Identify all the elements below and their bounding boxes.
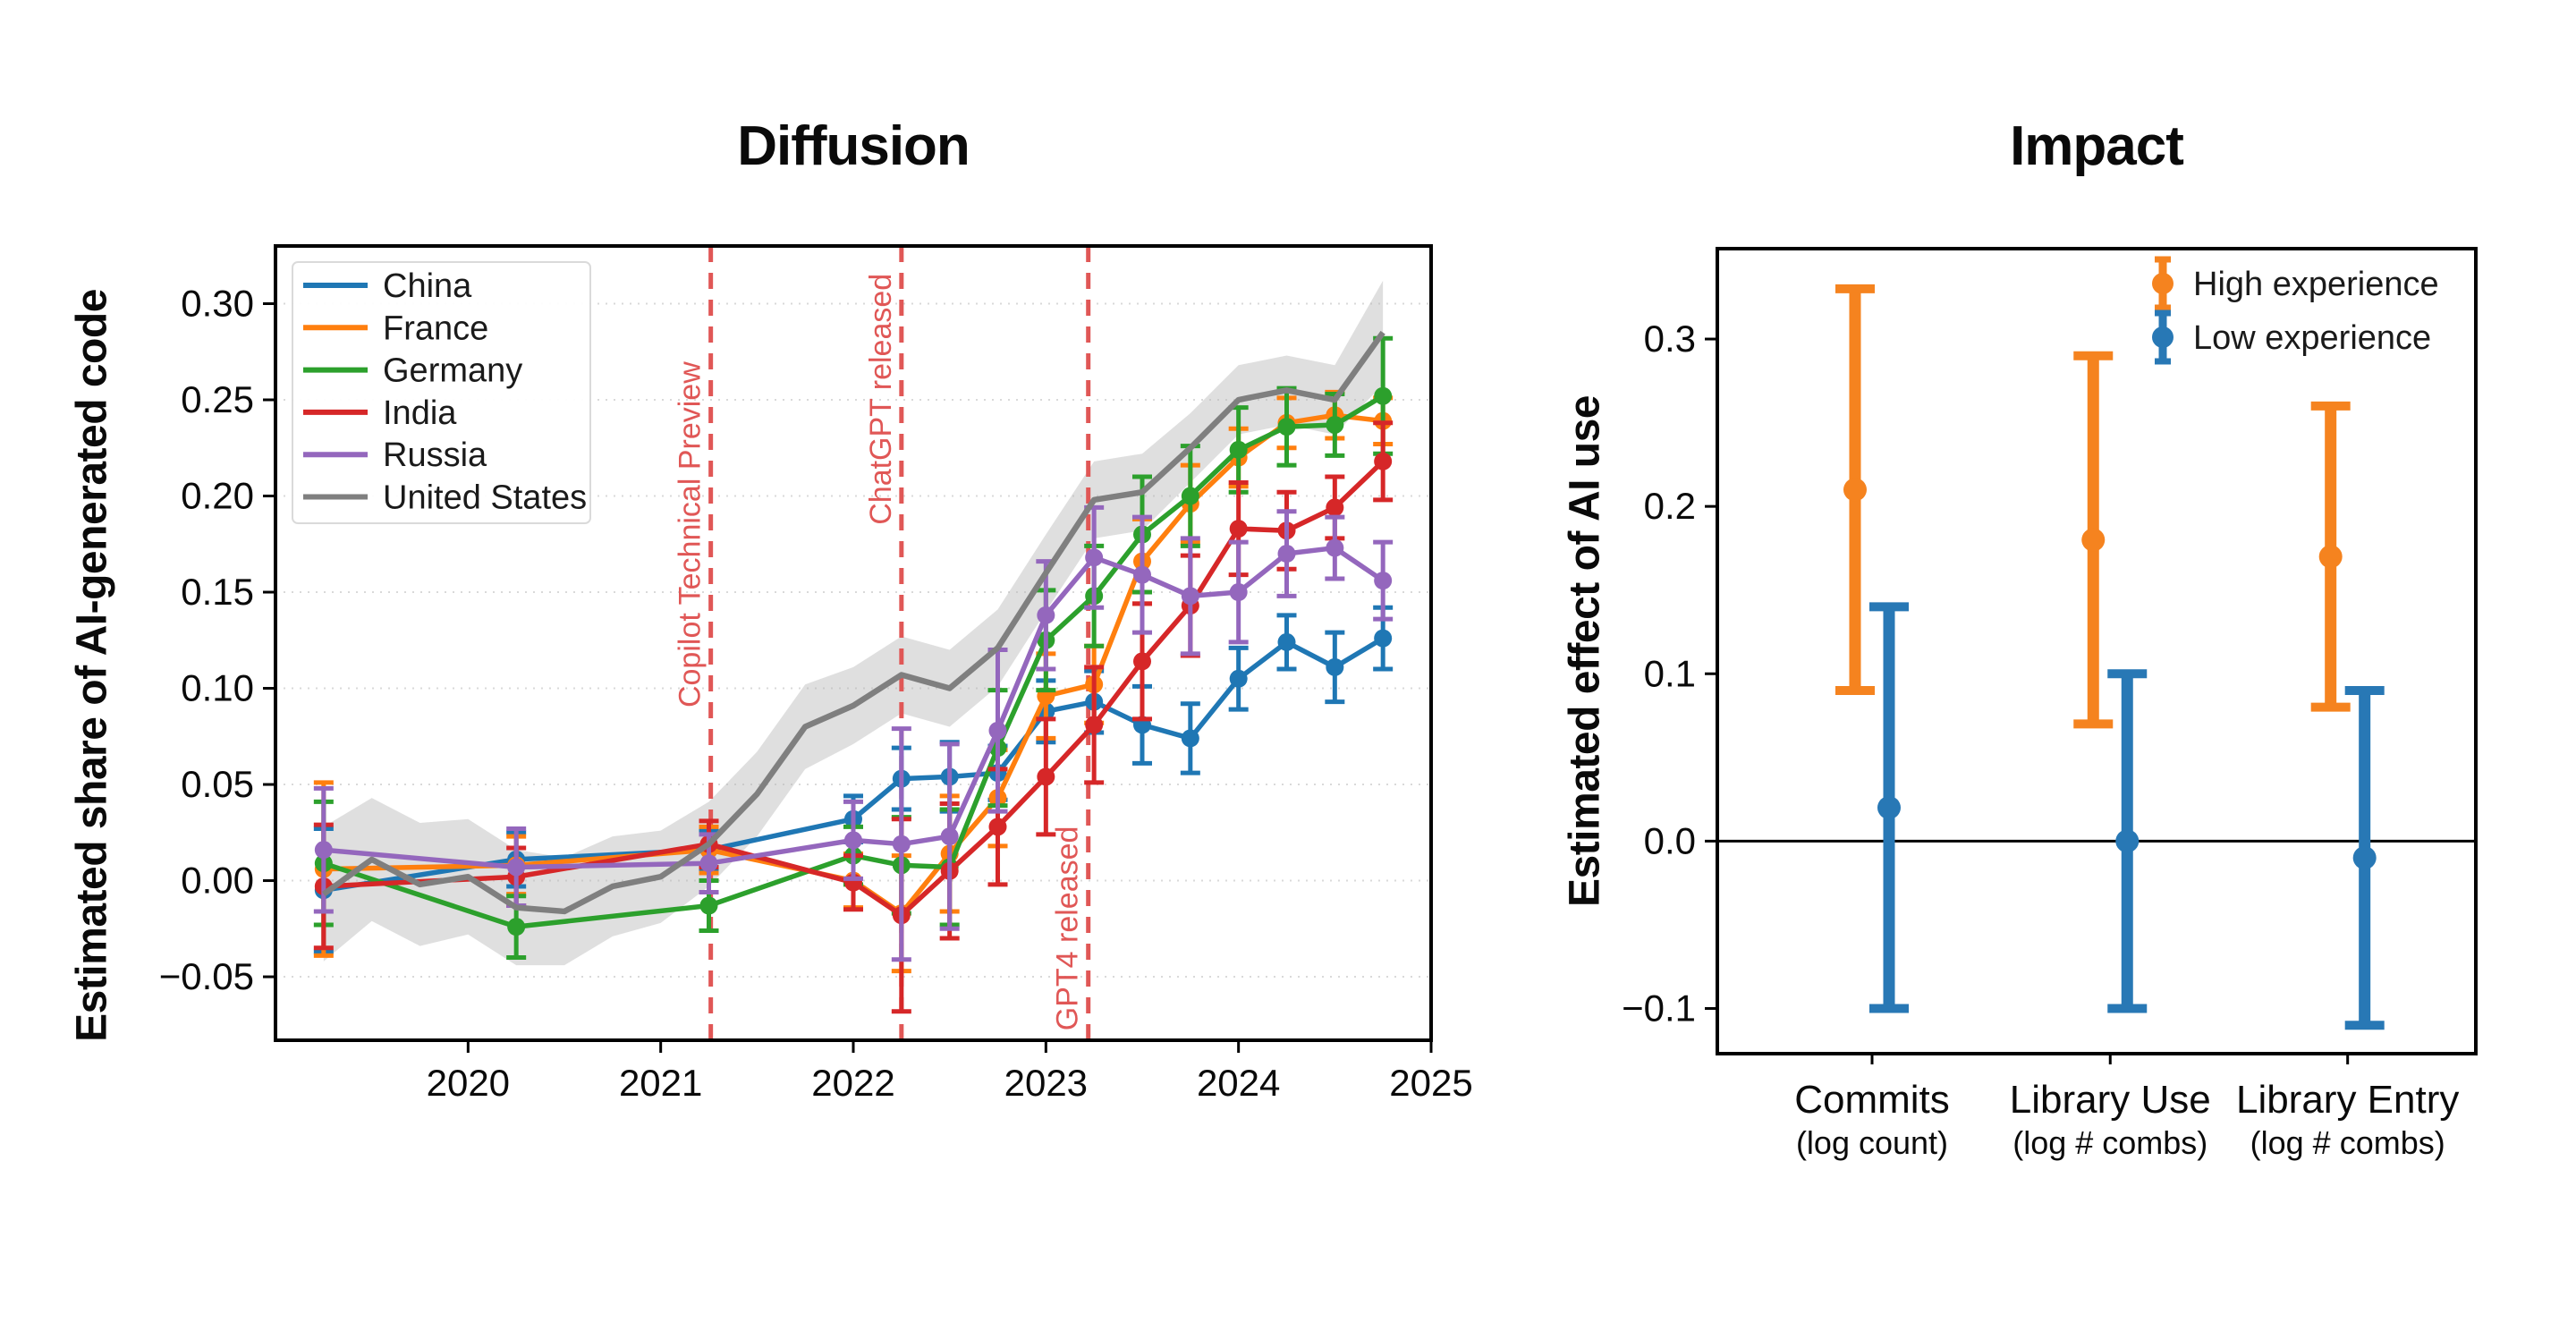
legend-entry-high-experience: High experience — [2152, 256, 2439, 311]
event-label-0: Copilot Technical Preview — [674, 361, 708, 708]
data-point — [1374, 386, 1393, 405]
data-point — [1277, 418, 1296, 436]
x-tick-label: 2021 — [619, 1062, 702, 1104]
y-tick-label: 0.05 — [181, 763, 254, 805]
event-label-1: ChatGPT released — [864, 274, 898, 525]
data-point — [314, 841, 333, 860]
diffusion-chart: Copilot Technical Preview ChatGPT release… — [159, 244, 1473, 1104]
series-russia — [313, 504, 1394, 962]
y-tick-label: 0.3 — [1644, 318, 1696, 360]
data-point — [1229, 520, 1248, 538]
data-point — [988, 818, 1007, 836]
data-point — [1181, 487, 1199, 505]
data-point — [1085, 548, 1104, 567]
legend-marker — [2152, 273, 2174, 294]
diffusion-panel-title: Diffusion — [737, 115, 970, 177]
data-point — [1085, 716, 1104, 734]
legend-label-india: India — [383, 394, 457, 432]
legend-entry-low-experience: Low experience — [2152, 309, 2431, 365]
data-point — [1326, 415, 1344, 434]
data-point — [1843, 478, 1867, 502]
legend-label-china: China — [383, 267, 472, 305]
legend-label-high-experience: High experience — [2193, 266, 2439, 303]
y-tick-label: 0.15 — [181, 571, 254, 613]
y-tick-label: 0.1 — [1644, 652, 1696, 694]
plot-border — [1716, 247, 2478, 1055]
data-point — [1229, 583, 1248, 602]
data-point — [1133, 565, 1151, 584]
series-high-experience — [1835, 284, 2351, 729]
data-point — [699, 896, 718, 915]
data-point — [1037, 606, 1055, 624]
y-tick-label: 0.10 — [181, 667, 254, 709]
impact-chart: −0.1 0.0 0.1 0.2 0.3 Commits(log count) Librar… — [1622, 247, 2478, 1161]
y-tick-label: 0.0 — [1644, 819, 1696, 861]
category-label: Library Entry — [2236, 1078, 2459, 1122]
y-tick-label: −0.05 — [159, 955, 254, 997]
data-point — [1181, 587, 1199, 606]
data-point — [2081, 528, 2106, 552]
category-sublabel: (log count) — [1796, 1124, 1948, 1161]
data-point — [940, 827, 959, 846]
x-tick-label: 2023 — [1004, 1062, 1088, 1104]
category-sublabel: (log # combs) — [2012, 1124, 2207, 1161]
legend: China France Germany India Russia United Stat… — [292, 261, 591, 524]
category-label: Library Use — [2010, 1078, 2211, 1122]
series-united-states — [321, 330, 1385, 915]
data-point — [1277, 545, 1296, 564]
impact-panel-title: Impact — [2010, 115, 2184, 177]
legend-label-germany: Germany — [383, 352, 522, 390]
data-point — [2318, 545, 2343, 569]
legend-marker — [2152, 326, 2174, 348]
data-point — [2115, 829, 2140, 853]
data-point — [844, 831, 862, 850]
x-tick-label: 2025 — [1389, 1062, 1472, 1104]
series-low-experience — [1868, 602, 2385, 1030]
y-tick-label: 0.00 — [181, 860, 254, 902]
series-line — [321, 330, 1385, 915]
data-point — [507, 858, 526, 877]
legend-label-low-experience: Low experience — [2193, 319, 2431, 357]
event-label-2: GPT4 released — [1051, 826, 1085, 1031]
data-point — [1277, 632, 1296, 651]
data-point — [1229, 669, 1248, 688]
legend-label-russia: Russia — [383, 436, 487, 474]
y-tick-label: 0.30 — [181, 283, 254, 325]
x-tick-label: 2022 — [811, 1062, 894, 1104]
legend-label-united-states: United States — [383, 479, 587, 517]
x-tick-label: 2020 — [427, 1062, 510, 1104]
data-point — [1326, 498, 1344, 517]
data-point — [1374, 452, 1393, 470]
legend-label-france: France — [383, 309, 488, 347]
y-tick-label: 0.25 — [181, 378, 254, 420]
data-point — [1229, 440, 1248, 459]
x-tick-label: 2024 — [1197, 1062, 1280, 1104]
data-point — [1133, 652, 1151, 671]
y-tick-label: 0.20 — [181, 475, 254, 517]
category-label: Commits — [1794, 1078, 1950, 1122]
data-point — [892, 835, 911, 853]
data-point — [1374, 629, 1393, 648]
data-point — [1374, 572, 1393, 590]
y-tick-label: 0.2 — [1644, 485, 1696, 527]
data-point — [1181, 729, 1199, 748]
data-point — [1037, 767, 1055, 786]
data-point — [507, 918, 526, 936]
data-point — [988, 721, 1007, 740]
y-tick-label: −0.1 — [1622, 987, 1696, 1029]
category-sublabel: (log # combs) — [2250, 1124, 2445, 1161]
data-point — [1877, 795, 1901, 819]
data-point — [1326, 538, 1344, 557]
data-point — [699, 854, 718, 873]
data-point — [1326, 657, 1344, 676]
data-point — [2352, 846, 2377, 870]
